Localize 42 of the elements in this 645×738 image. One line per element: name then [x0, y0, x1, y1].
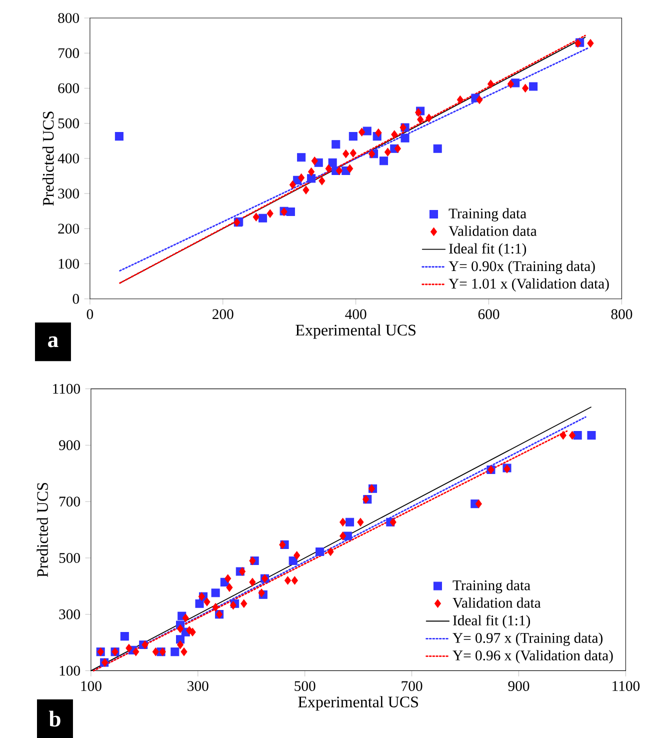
x-tick-label: 100	[81, 681, 102, 691]
x-tick-label: 200	[212, 309, 234, 320]
x-tick-label: 0	[87, 309, 94, 320]
y-tick-label: 100	[60, 666, 80, 676]
x-axis-title: Experimental UCS	[296, 324, 416, 339]
x-tick-label: 300	[188, 681, 209, 691]
legend-label: Ideal fit (1:1)	[453, 614, 530, 628]
legend-label: Training data	[453, 580, 531, 594]
y-tick-label: 1100	[53, 384, 80, 394]
y-tick-label: 600	[58, 83, 80, 94]
x-tick-label: 900	[508, 681, 530, 691]
x-axis-title: Experimental UCS	[298, 696, 418, 711]
y-tick-label: 900	[59, 440, 80, 450]
y-tick-label: 0	[73, 294, 80, 304]
legend-label: Training data	[449, 208, 527, 222]
legend-label: Y= 1.01 x (Validation data)	[448, 278, 610, 292]
x-tick-label: 700	[402, 681, 422, 691]
y-axis-title: Predicted UCS	[36, 482, 48, 578]
legend-label: Y= 0.96 x (Validation data)	[452, 650, 614, 664]
legend-label: Validation data	[448, 226, 537, 236]
y-tick-label: 700	[60, 496, 80, 507]
y-axis-title: Predicted UCS	[42, 112, 54, 206]
x-tick-label: 400	[345, 309, 367, 320]
y-tick-label: 300	[58, 188, 80, 198]
y-tick-label: 800	[58, 13, 80, 23]
x-tick-label: 1100	[612, 681, 640, 691]
text: a	[48, 336, 59, 348]
y-tick-label: 100	[59, 258, 80, 269]
x-tick-label: 800	[612, 309, 632, 320]
y-tick-label: 400	[58, 153, 80, 164]
y-tick-label: 500	[58, 118, 80, 128]
x-tick-label: 600	[478, 309, 500, 320]
y-tick-label: 200	[58, 224, 80, 234]
legend-label: Y= 0.90x (Training data)	[448, 260, 596, 274]
y-tick-label: 500	[60, 553, 80, 563]
legend-label: Y= 0.97 x (Training data)	[452, 632, 603, 646]
legend-label: Validation data	[452, 597, 541, 608]
y-tick-label: 700	[58, 48, 80, 58]
text: b	[49, 710, 61, 727]
y-tick-label: 300	[60, 609, 80, 620]
x-tick-label: 500	[294, 681, 316, 691]
legend-label: Ideal fit (1:1)	[449, 243, 526, 257]
